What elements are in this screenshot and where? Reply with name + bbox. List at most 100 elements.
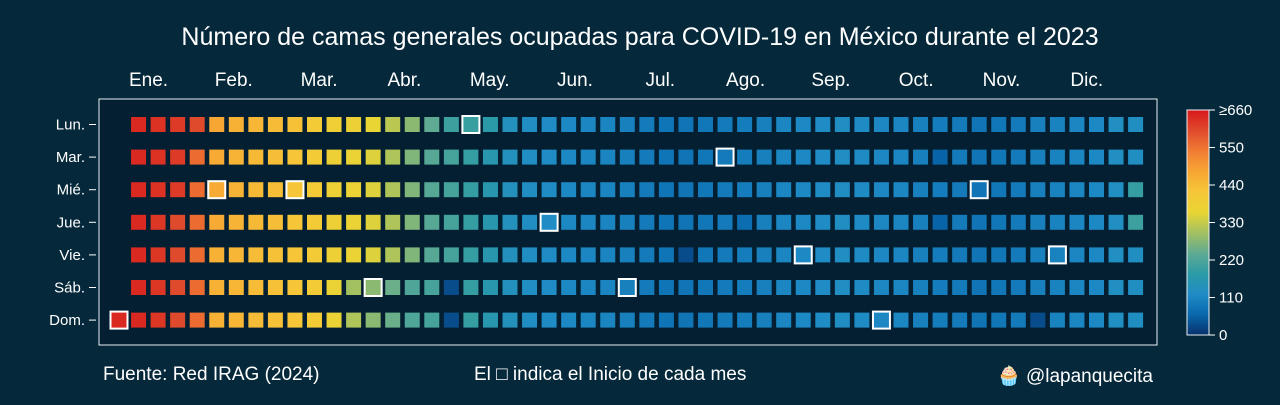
heatmap-cell (267, 214, 283, 230)
heatmap-cell (365, 214, 381, 230)
heatmap-cell (1089, 214, 1104, 230)
heatmap-cell (541, 182, 557, 198)
heatmap-cell (795, 214, 811, 230)
heatmap-cell (678, 149, 694, 165)
heatmap-cell (717, 247, 733, 263)
heatmap-cell (913, 247, 929, 263)
heatmap-cell (971, 214, 987, 230)
heatmap-cell (698, 247, 713, 263)
heatmap-cell (170, 312, 186, 328)
heatmap-cell (913, 214, 929, 230)
heatmap-cell (658, 117, 674, 132)
heatmap-cell (443, 149, 459, 165)
heatmap-cell (522, 117, 538, 132)
month-start-marker (1047, 245, 1067, 265)
month-label: Feb. (215, 70, 253, 91)
month-start-marker (285, 180, 305, 200)
heatmap-cell (482, 214, 498, 230)
heatmap-cell (991, 117, 1007, 132)
heatmap-cell (815, 214, 831, 230)
heatmap-cell (346, 214, 362, 230)
heatmap-cell (1069, 247, 1085, 263)
heatmap-cell (1030, 214, 1046, 230)
heatmap-cell (932, 182, 948, 198)
heatmap-cell (737, 280, 753, 295)
heatmap-cell (580, 117, 596, 132)
heatmap-cell (131, 149, 147, 165)
heatmap-cell (131, 182, 147, 198)
heatmap-cell (170, 247, 186, 263)
heatmap-cell (873, 214, 889, 230)
heatmap-cell (1049, 117, 1065, 132)
heatmap-cell (1108, 247, 1124, 263)
heatmap-cell (346, 182, 362, 198)
heatmap-cell (639, 182, 655, 198)
heatmap-cell (385, 280, 401, 295)
heatmap-cell (209, 214, 225, 230)
heatmap-cell (991, 149, 1007, 165)
heatmap-cell (541, 280, 557, 295)
heatmap-cell (1030, 247, 1046, 263)
heatmap-cell (1108, 149, 1124, 165)
heatmap-cell (600, 280, 616, 295)
heatmap-cell (756, 214, 772, 230)
heatmap-cell (737, 117, 753, 132)
heatmap-cell (600, 117, 616, 132)
heatmap-cell (385, 312, 401, 328)
heatmap-cell (619, 214, 635, 230)
heatmap-cell (541, 247, 557, 263)
heatmap-cell (541, 149, 557, 165)
day-labels: Lun. Mar. Mié. Jue. Vie. Sáb. Dom. (49, 117, 96, 329)
heatmap-cell (228, 182, 244, 198)
heatmap-cell (463, 149, 479, 165)
heatmap-cell (307, 247, 322, 263)
heatmap-cell (131, 280, 147, 295)
heatmap-cell (482, 280, 498, 295)
heatmap-cell (834, 247, 850, 263)
heatmap-cell (678, 182, 694, 198)
heatmap-cell (1089, 117, 1104, 132)
heatmap-cell (326, 214, 342, 230)
heatmap-cell (932, 117, 948, 132)
heatmap-cell (639, 280, 655, 295)
colorbar-tick-label: ≥660 (1219, 102, 1252, 119)
heatmap-cell (463, 214, 479, 230)
heatmap-cell (1089, 182, 1104, 198)
heatmap-cell (1010, 214, 1026, 230)
heatmap-cell (698, 149, 713, 165)
heatmap-cell (561, 117, 577, 132)
heatmap-cell (600, 214, 616, 230)
footer-note: El □ indica el Inicio de cada mes (474, 364, 747, 385)
heatmap-cell (346, 312, 362, 328)
heatmap-cell (424, 149, 440, 165)
month-start-marker (207, 180, 227, 200)
heatmap-cell (170, 149, 186, 165)
heatmap-cell (658, 247, 674, 263)
heatmap-cell (561, 312, 577, 328)
heatmap-cell (209, 149, 225, 165)
heatmap-cell (189, 214, 205, 230)
heatmap-cell (600, 149, 616, 165)
heatmap-cell (482, 117, 498, 132)
heatmap-cell (287, 280, 303, 295)
heatmap-cell (1108, 280, 1124, 295)
heatmap-cell (815, 247, 831, 263)
heatmap-cell (443, 214, 459, 230)
heatmap-cell (776, 182, 792, 198)
heatmap-cell (834, 312, 850, 328)
heatmap-cell (893, 280, 909, 295)
heatmap-cell (482, 312, 498, 328)
heatmap-cell (561, 280, 577, 295)
heatmap-cell (619, 312, 635, 328)
heatmap-cell (580, 247, 596, 263)
heatmap-cell (1010, 182, 1026, 198)
heatmap-cell (600, 312, 616, 328)
heatmap-cell (913, 117, 929, 132)
heatmap-cell (385, 247, 401, 263)
colorbar-tick-label: 220 (1219, 252, 1244, 269)
heatmap-cell (776, 214, 792, 230)
heatmap-cell (854, 182, 870, 198)
heatmap-cell (1108, 117, 1124, 132)
heatmap-cell (502, 280, 518, 295)
heatmap-cell (1049, 214, 1065, 230)
